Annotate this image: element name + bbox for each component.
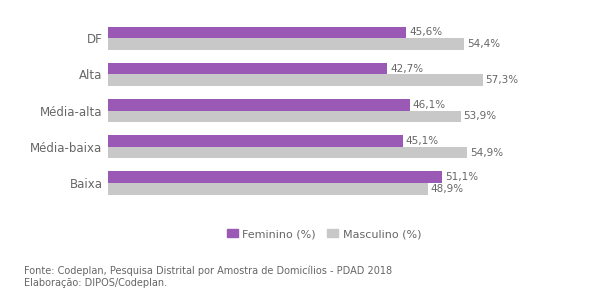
Bar <box>108 135 403 147</box>
Text: 48,9%: 48,9% <box>431 184 464 194</box>
Bar <box>108 63 388 74</box>
Text: 42,7%: 42,7% <box>390 64 423 74</box>
Bar <box>108 111 461 122</box>
Text: 54,9%: 54,9% <box>470 148 503 158</box>
Text: 53,9%: 53,9% <box>463 112 497 122</box>
Text: 57,3%: 57,3% <box>485 75 519 85</box>
Bar <box>108 74 483 86</box>
Bar <box>108 27 406 38</box>
Bar <box>108 147 467 158</box>
Bar <box>108 99 410 111</box>
Text: 46,1%: 46,1% <box>412 100 445 110</box>
Text: 45,6%: 45,6% <box>409 27 442 37</box>
Bar <box>108 38 464 50</box>
Bar <box>108 171 442 183</box>
Text: 45,1%: 45,1% <box>406 136 439 146</box>
Text: Fonte: Codeplan, Pesquisa Distrital por Amostra de Domicílios - PDAD 2018
Elabor: Fonte: Codeplan, Pesquisa Distrital por … <box>24 266 392 288</box>
Legend: Feminino (%), Masculino (%): Feminino (%), Masculino (%) <box>223 225 425 244</box>
Text: 54,4%: 54,4% <box>467 39 500 49</box>
Text: 51,1%: 51,1% <box>445 172 478 182</box>
Bar <box>108 183 428 195</box>
